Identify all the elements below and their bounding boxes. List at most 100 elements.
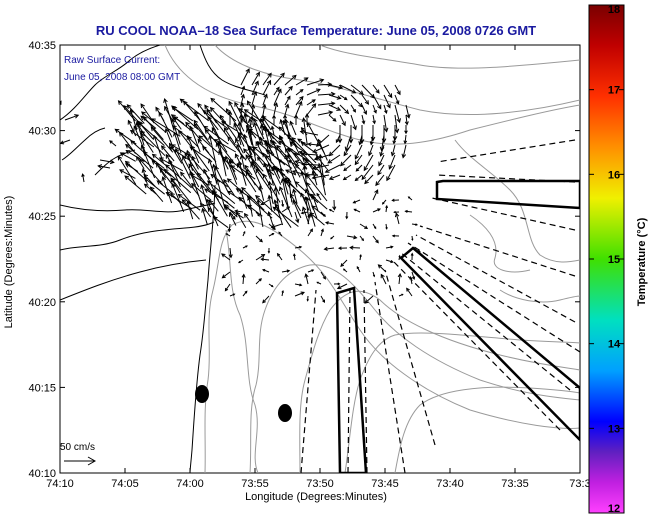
current-arrow	[394, 114, 400, 134]
current-arrow	[236, 162, 257, 193]
current-arrow	[260, 257, 270, 262]
current-arrow	[219, 114, 238, 140]
current-arrow	[377, 164, 385, 176]
current-arrow	[361, 164, 374, 181]
current-arrow	[320, 211, 326, 217]
current-arrow	[316, 281, 322, 285]
y-axis: 40:35 40:30 40:25 40:20 40:15 40:10	[28, 40, 580, 480]
current-arrow	[398, 293, 404, 297]
current-arrow	[284, 74, 297, 86]
current-arrow	[354, 174, 363, 182]
current-arrow	[97, 164, 111, 169]
current-arrow	[317, 162, 326, 196]
current-arrow	[208, 199, 219, 212]
current-arrow	[328, 209, 335, 213]
current-arrow	[267, 247, 271, 254]
current-arrow	[251, 80, 259, 96]
current-arrow	[305, 196, 316, 227]
current-arrow	[372, 189, 379, 201]
current-arrow	[375, 174, 385, 187]
current-arrow	[306, 103, 317, 116]
current-arrow	[168, 146, 191, 162]
y-tick-label: 40:20	[28, 297, 56, 309]
radar-line-2	[347, 289, 351, 473]
current-arrow	[138, 122, 165, 146]
current-arrow	[401, 144, 407, 159]
current-arrow	[385, 204, 389, 213]
current-arrow	[284, 95, 291, 106]
current-arrow	[309, 212, 325, 226]
current-arrow	[392, 134, 397, 145]
current-arrow	[206, 198, 219, 227]
current-arrow	[198, 135, 219, 154]
current-arrow	[336, 283, 348, 290]
current-arrow	[161, 176, 173, 204]
radar-site-1	[195, 385, 209, 403]
current-arrow	[333, 282, 341, 286]
current-arrow	[281, 206, 291, 213]
colorbar-tick-label: 13	[608, 423, 620, 435]
current-arrow	[385, 259, 394, 264]
current-arrow	[361, 94, 369, 105]
current-arrow	[289, 120, 297, 136]
current-arrow	[276, 252, 283, 261]
current-arrow	[267, 210, 274, 226]
current-arrow	[242, 230, 246, 237]
current-arrow	[237, 121, 243, 136]
current-arrow	[383, 94, 391, 109]
current-arrow	[228, 100, 245, 132]
current-arrow	[156, 180, 173, 194]
radar-line-4	[374, 281, 406, 473]
current-arrow	[165, 164, 192, 189]
current-arrow	[242, 245, 248, 249]
current-arrow	[307, 142, 319, 147]
current-arrow	[160, 145, 175, 162]
current-arrow	[265, 141, 275, 156]
current-arrow	[250, 115, 254, 125]
coast-nj	[189, 184, 216, 473]
current-arrow	[300, 151, 319, 157]
current-arrow	[191, 183, 212, 201]
current-arrow	[260, 113, 266, 125]
current-arrow	[200, 184, 209, 209]
current-arrow	[327, 154, 341, 164]
depth-contour-5	[394, 386, 580, 473]
current-arrow	[324, 164, 341, 173]
scale-label: 50 cm/s	[60, 442, 95, 453]
current-arrow	[227, 110, 233, 125]
current-arrow	[311, 205, 326, 217]
current-arrow	[262, 79, 272, 96]
current-arrow	[246, 100, 265, 129]
current-arrow	[208, 134, 218, 169]
colorbar-tick-label: 17	[608, 85, 620, 97]
current-arrow	[372, 84, 380, 94]
current-arrow	[60, 139, 71, 145]
current-arrow	[320, 271, 326, 280]
current-arrow	[364, 295, 374, 304]
current-arrow	[316, 192, 322, 201]
scale-arrow	[64, 456, 97, 466]
current-arrow	[317, 110, 334, 116]
current-arrow	[284, 103, 290, 116]
current-arrow	[343, 144, 352, 157]
current-arrow	[294, 291, 305, 297]
current-arrow	[202, 145, 217, 163]
current-arrow	[130, 140, 156, 163]
x-tick-label: 73:45	[371, 478, 399, 490]
current-arrow	[317, 101, 336, 107]
current-arrow	[386, 164, 396, 182]
current-arrow	[117, 155, 137, 185]
current-arrow	[262, 152, 274, 172]
radar-site-2	[278, 404, 292, 422]
current-arrow	[337, 246, 348, 250]
depth-contour-9	[454, 139, 580, 263]
current-arrow	[141, 167, 148, 185]
current-arrow	[171, 118, 181, 145]
current-arrow	[406, 287, 413, 297]
current-arrow	[328, 104, 342, 111]
current-arrow	[171, 105, 199, 130]
current-arrow	[295, 100, 303, 116]
current-arrow	[411, 223, 419, 226]
current-arrow	[379, 144, 385, 157]
